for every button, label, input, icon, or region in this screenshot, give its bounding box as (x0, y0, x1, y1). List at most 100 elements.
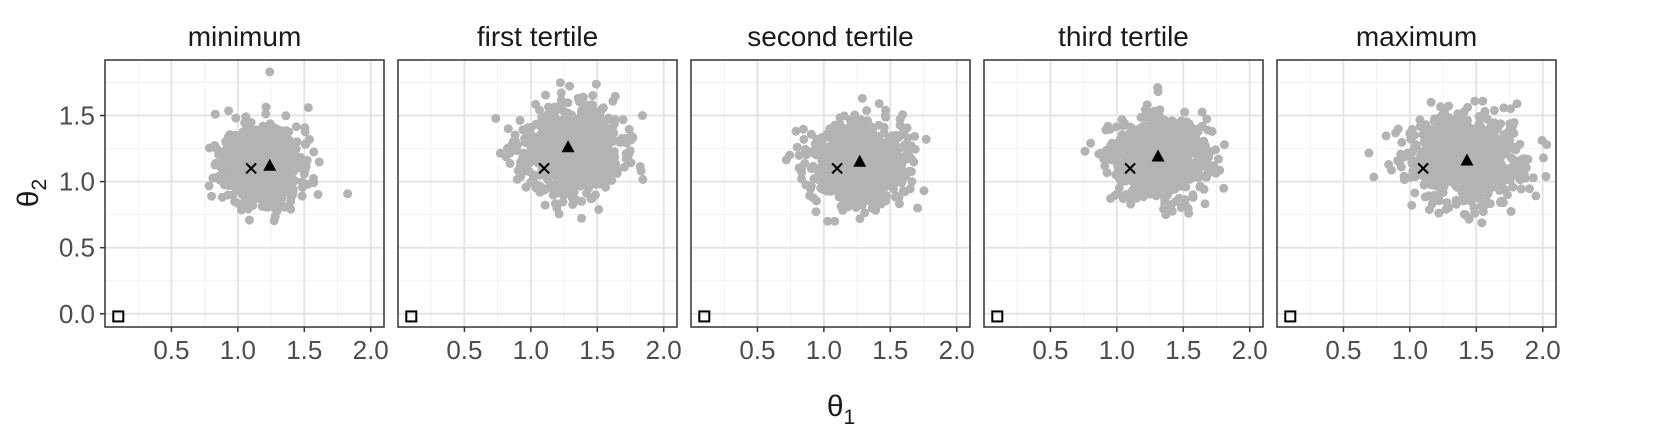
data-point (286, 193, 296, 203)
data-point (563, 170, 573, 180)
data-point (591, 79, 601, 89)
data-point (1185, 174, 1195, 184)
data-point (1199, 136, 1209, 146)
data-point (1474, 112, 1484, 121)
data-point (491, 113, 501, 123)
data-point (1476, 136, 1486, 146)
data-point (258, 121, 268, 131)
data-point (1126, 199, 1136, 209)
data-point (261, 109, 271, 119)
data-point (808, 147, 818, 157)
x-tick-label: 1.5 (1165, 335, 1201, 365)
data-point (542, 110, 552, 120)
panel-plot-area (691, 60, 970, 327)
svg-text:θ1: θ1 (827, 390, 855, 429)
facet-title: third tertile (1058, 21, 1189, 52)
data-point (1528, 173, 1538, 183)
data-point (1198, 161, 1208, 171)
data-point (1511, 145, 1521, 155)
data-point (849, 165, 859, 175)
truth-cross-marker (831, 162, 843, 175)
data-point (254, 167, 264, 177)
data-point (1459, 140, 1468, 150)
data-point (258, 134, 268, 144)
data-point (1146, 180, 1156, 190)
data-point (290, 176, 300, 185)
data-point (1485, 199, 1495, 209)
data-point (1393, 124, 1403, 134)
data-point (511, 136, 520, 146)
data-point (1462, 165, 1472, 175)
data-point (221, 138, 231, 148)
data-point (314, 157, 324, 167)
data-point (281, 162, 291, 171)
data-point (1204, 152, 1214, 162)
data-point (861, 143, 871, 153)
data-point (873, 195, 883, 205)
panel-border (397, 59, 678, 328)
start-square-marker (1284, 310, 1297, 323)
data-point (1211, 145, 1220, 155)
data-point (1464, 177, 1474, 187)
data-point (237, 205, 246, 215)
data-point-outlier (1219, 140, 1229, 150)
data-point (554, 188, 564, 198)
x-tick-label: 1.0 (1392, 335, 1428, 365)
x-tick-label: 1.0 (220, 335, 256, 365)
data-point (1113, 189, 1123, 199)
data-point (275, 193, 285, 203)
x-tick-label: 2.0 (1525, 335, 1561, 365)
data-point (865, 151, 875, 161)
data-point (879, 128, 889, 138)
data-point (503, 143, 512, 153)
data-point (1112, 143, 1122, 153)
data-point (1435, 145, 1445, 155)
x-tick-label: 0.5 (446, 335, 482, 365)
data-point (1415, 115, 1425, 125)
data-point (239, 163, 249, 172)
data-point (268, 139, 278, 149)
data-point (309, 147, 319, 157)
data-point (1474, 183, 1484, 193)
data-point (1162, 190, 1172, 200)
data-point (1197, 107, 1207, 117)
data-point (1207, 126, 1217, 136)
y-axis-title-sub: 2 (28, 179, 51, 191)
panel-plot-area (105, 60, 384, 327)
data-point (597, 146, 607, 156)
data-point (300, 127, 310, 137)
data-point-outlier (1426, 97, 1436, 107)
data-point (244, 136, 254, 146)
data-point (553, 164, 563, 174)
x-tick-label: 2.0 (646, 335, 682, 365)
data-point (297, 191, 307, 201)
data-point (812, 196, 821, 206)
data-point (830, 216, 840, 226)
data-point (841, 194, 851, 204)
data-point (1128, 185, 1137, 195)
data-point (1434, 196, 1444, 206)
data-point-outlier (1542, 140, 1552, 150)
data-point (1159, 132, 1169, 142)
data-point (250, 157, 260, 167)
data-point (1181, 153, 1191, 162)
data-point (849, 172, 859, 182)
data-point (1142, 172, 1152, 181)
data-point (1397, 137, 1407, 147)
data-point (1496, 161, 1506, 171)
data-point (242, 152, 252, 162)
x-axis-title-sub: 1 (844, 406, 856, 429)
data-point (1120, 173, 1129, 183)
data-point (1438, 122, 1448, 132)
y-tick-label: 0.5 (59, 233, 95, 263)
data-point (1433, 114, 1443, 124)
x-tick-label: 1.5 (286, 335, 322, 365)
data-point (1508, 182, 1518, 192)
data-point (876, 137, 886, 146)
data-point (246, 118, 256, 127)
data-point (1180, 107, 1190, 117)
